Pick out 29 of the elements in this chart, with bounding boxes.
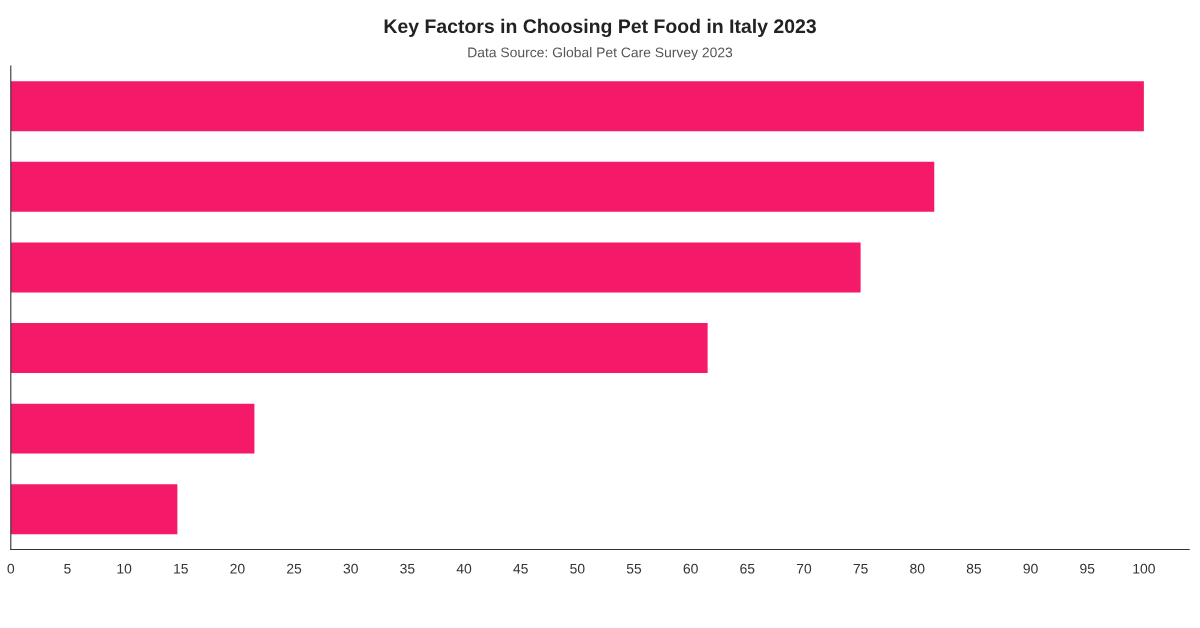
x-tick-label: 10 bbox=[117, 563, 132, 574]
x-tick-label: 75 bbox=[853, 563, 868, 574]
x-tick-label: 25 bbox=[287, 563, 302, 574]
x-tick-label: 50 bbox=[570, 563, 585, 574]
x-tick-label: 95 bbox=[1080, 563, 1095, 574]
bar bbox=[10, 81, 1144, 132]
x-tick-label: 55 bbox=[626, 563, 642, 574]
x-tick-label: 40 bbox=[456, 563, 472, 574]
bar bbox=[10, 403, 255, 454]
x-tick-label: 0 bbox=[7, 563, 15, 574]
x-tick-label: 30 bbox=[343, 563, 358, 574]
x-tick-label: 20 bbox=[230, 563, 245, 574]
x-tick-label: 100 bbox=[1133, 563, 1155, 574]
x-tick-label: 90 bbox=[1023, 563, 1038, 574]
bar bbox=[10, 242, 861, 293]
bar bbox=[10, 323, 708, 373]
chart-title: Key Factors in Choosing Pet Food in Italy 2023 bbox=[384, 18, 816, 38]
bar bbox=[10, 484, 178, 535]
x-tick-label: 15 bbox=[174, 563, 188, 574]
x-tick-label: 85 bbox=[966, 563, 982, 574]
x-tick-label: 80 bbox=[910, 563, 925, 574]
x-tick-label: 5 bbox=[64, 563, 71, 574]
x-tick-label: 35 bbox=[400, 563, 415, 574]
bar bbox=[10, 161, 935, 212]
x-tick-label: 60 bbox=[683, 563, 698, 574]
chart-subtitle: Data Source: Global Pet Care Survey 2023 bbox=[468, 47, 733, 61]
x-tick-label: 65 bbox=[740, 563, 755, 574]
x-tick-label: 70 bbox=[796, 563, 812, 574]
x-tick-label: 45 bbox=[513, 563, 528, 574]
